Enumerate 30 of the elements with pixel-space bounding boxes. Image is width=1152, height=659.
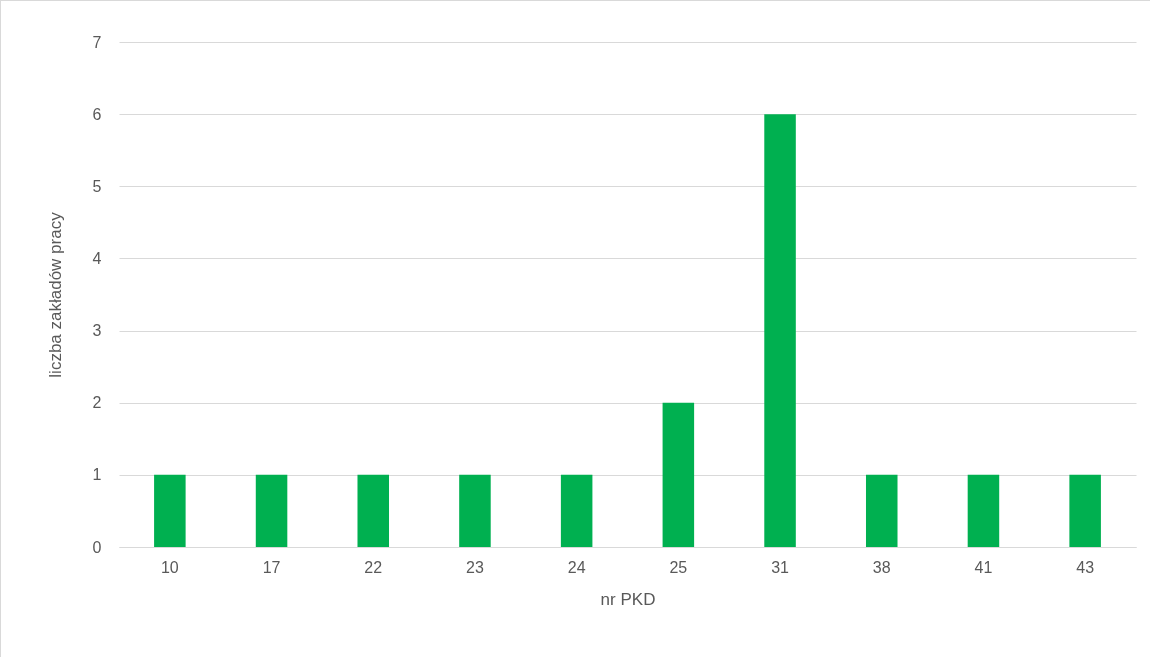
x-axis-title: nr PKD: [600, 589, 656, 609]
x-tick-label: 10: [160, 558, 179, 576]
x-tick-label: 43: [1076, 558, 1095, 576]
x-tick-label: 23: [466, 558, 484, 576]
y-tick-label: 7: [92, 33, 102, 51]
bar: [662, 402, 695, 547]
y-tick-label: 2: [92, 394, 102, 412]
y-tick-label: 6: [92, 105, 102, 123]
y-tick-label: 5: [92, 177, 102, 195]
bar: [1069, 474, 1101, 547]
x-tick-label: 17: [262, 558, 281, 576]
y-tick-label: 1: [92, 466, 102, 484]
x-tick-label: 41: [974, 558, 993, 576]
bar: [967, 474, 1000, 547]
x-tick-label: 22: [364, 558, 383, 576]
x-tick-label: 24: [567, 558, 586, 576]
y-tick-label: 4: [92, 249, 102, 267]
y-tick-label: 0: [92, 538, 102, 556]
bar: [154, 474, 186, 547]
x-tick-label: 38: [872, 558, 891, 576]
bar: [357, 474, 390, 547]
bar: [560, 474, 593, 547]
bar: [865, 474, 898, 547]
bar: [255, 474, 288, 547]
y-axis-title: liczba zakładów pracy: [45, 211, 65, 378]
x-tick-label: 25: [669, 558, 688, 576]
bar: [764, 114, 796, 547]
bar: [459, 474, 491, 547]
y-tick-label: 3: [92, 322, 102, 340]
x-tick-label: 31: [771, 558, 790, 576]
